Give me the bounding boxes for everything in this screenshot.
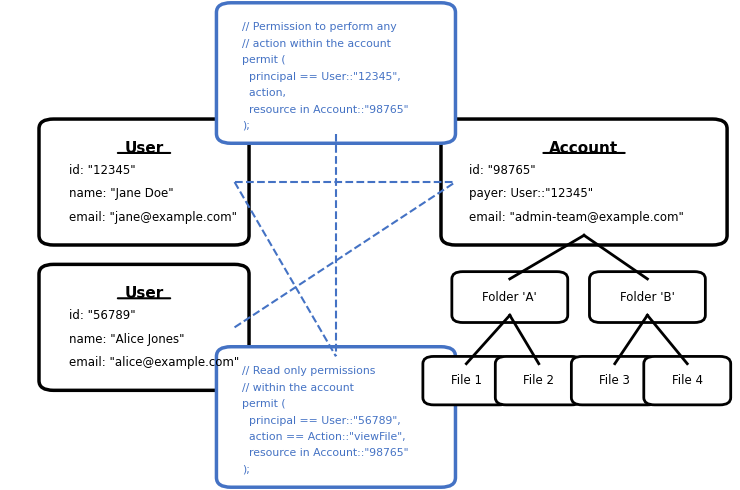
Text: // Read only permissions: // Read only permissions: [242, 366, 375, 376]
Text: action,: action,: [242, 88, 286, 98]
Text: Account: Account: [549, 141, 619, 156]
FancyBboxPatch shape: [495, 356, 582, 405]
Text: permit (: permit (: [242, 399, 286, 409]
FancyBboxPatch shape: [216, 347, 456, 487]
Text: id: "12345": id: "12345": [70, 164, 136, 177]
Text: File 2: File 2: [523, 374, 554, 387]
FancyBboxPatch shape: [590, 271, 705, 322]
Text: User: User: [124, 141, 164, 156]
Text: // Permission to perform any: // Permission to perform any: [242, 22, 397, 32]
Text: email: "jane@example.com": email: "jane@example.com": [70, 211, 238, 223]
Text: resource in Account::"98765": resource in Account::"98765": [242, 448, 408, 459]
Text: principal == User::"12345",: principal == User::"12345",: [242, 72, 400, 81]
FancyBboxPatch shape: [452, 271, 568, 322]
Text: User: User: [124, 286, 164, 301]
Text: email: "alice@example.com": email: "alice@example.com": [70, 356, 240, 369]
Text: name: "Alice Jones": name: "Alice Jones": [70, 333, 185, 345]
Text: id: "98765": id: "98765": [468, 164, 535, 177]
FancyBboxPatch shape: [216, 3, 456, 143]
Text: File 3: File 3: [599, 374, 630, 387]
Text: );: );: [242, 121, 249, 131]
Text: Folder 'B': Folder 'B': [620, 291, 675, 304]
Text: email: "admin-team@example.com": email: "admin-team@example.com": [468, 211, 683, 223]
Text: id: "56789": id: "56789": [70, 309, 136, 322]
FancyBboxPatch shape: [39, 119, 249, 245]
Text: File 1: File 1: [451, 374, 482, 387]
Text: // action within the account: // action within the account: [242, 39, 391, 49]
FancyBboxPatch shape: [644, 356, 730, 405]
Text: resource in Account::"98765": resource in Account::"98765": [242, 104, 408, 115]
Text: action == Action::"viewFile",: action == Action::"viewFile",: [242, 432, 406, 442]
FancyBboxPatch shape: [39, 265, 249, 391]
Text: payer: User::"12345": payer: User::"12345": [468, 187, 593, 200]
Text: permit (: permit (: [242, 55, 286, 65]
Text: File 4: File 4: [672, 374, 703, 387]
Text: );: );: [242, 465, 249, 475]
Text: Folder 'A': Folder 'A': [482, 291, 537, 304]
Text: name: "Jane Doe": name: "Jane Doe": [70, 187, 174, 200]
FancyBboxPatch shape: [571, 356, 659, 405]
FancyBboxPatch shape: [423, 356, 510, 405]
FancyBboxPatch shape: [441, 119, 727, 245]
Text: principal == User::"56789",: principal == User::"56789",: [242, 416, 400, 425]
Text: // within the account: // within the account: [242, 383, 354, 392]
